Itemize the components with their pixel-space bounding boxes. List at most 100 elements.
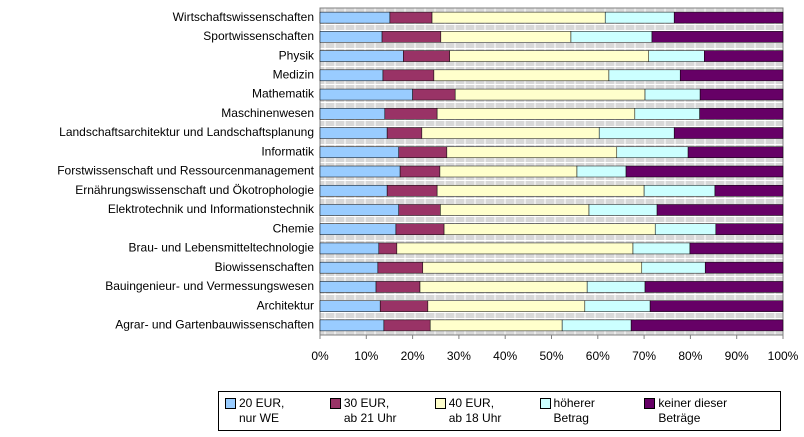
x-tick-label: 50% — [539, 349, 563, 363]
y-tick-label: Forstwissenschaft und Ressourcenmanageme… — [57, 164, 314, 178]
bar-segment — [399, 165, 441, 178]
bar-segment — [396, 242, 634, 255]
x-tick-label: 10% — [354, 349, 378, 363]
bar-segment — [422, 261, 643, 274]
bar-segment — [319, 242, 380, 255]
bar-segment — [715, 223, 784, 235]
bar-segment — [598, 127, 675, 139]
bar-segment — [319, 127, 388, 139]
bar-segment — [446, 146, 618, 159]
bar-segment — [412, 88, 456, 101]
legend-swatch — [329, 398, 341, 409]
y-tick-label: Informatik — [261, 144, 315, 158]
bar-segment — [440, 31, 572, 43]
bar-segment — [427, 300, 586, 312]
bar-segment — [699, 88, 784, 101]
bar-segment — [382, 69, 435, 82]
legend-label: 20 EUR, nur WE — [239, 396, 285, 425]
bar-segment — [319, 165, 401, 178]
bar-segment — [643, 184, 716, 197]
x-tick-label: 60% — [586, 349, 610, 363]
bar-segment — [319, 281, 377, 293]
y-tick-label: Ernährungswissenschaft und Ökotrophologi… — [75, 183, 314, 197]
bar-segment — [641, 261, 706, 274]
bar-segment — [673, 127, 784, 139]
bar-segment — [386, 127, 423, 139]
bar-segment — [398, 204, 441, 216]
bar-segment — [398, 146, 448, 159]
bar-segment — [319, 31, 383, 43]
x-tick-label: 90% — [725, 349, 749, 363]
bar-segment — [381, 31, 442, 43]
bar-segment — [454, 88, 646, 101]
bar-segment — [379, 300, 429, 312]
bar-segment — [648, 50, 705, 62]
x-tick-label: 0% — [311, 349, 329, 363]
bar-segment — [630, 319, 784, 332]
y-tick-label: Brau- und Lebensmitteltechnologie — [129, 241, 315, 255]
bar-segment — [588, 204, 658, 216]
bar-segment — [714, 184, 784, 197]
bar-segment — [704, 261, 784, 274]
y-tick-label: Wirtschaftswissenschaften — [173, 10, 314, 24]
bar-segment — [319, 184, 388, 197]
bar-segment — [319, 146, 399, 159]
legend-item: 40 EUR, ab 18 Uhr — [434, 396, 526, 426]
legend-swatch — [434, 398, 446, 409]
x-tick-label: 30% — [447, 349, 471, 363]
legend-label: höherer Betrag — [553, 396, 595, 425]
y-tick-label: Landschaftsarchitektur und Landschaftspl… — [59, 125, 314, 139]
bar-segment — [395, 223, 445, 235]
legend-label: 30 EUR, ab 21 Uhr — [343, 396, 397, 425]
bar-segment — [319, 261, 379, 274]
bar-segment — [436, 184, 645, 197]
legend-swatch — [225, 398, 236, 409]
bar-segment — [319, 50, 404, 62]
bar-segment — [679, 69, 784, 82]
bar-segment — [689, 242, 784, 255]
legend: 20 EUR, nur WE 30 EUR, ab 21 Uhr 40 EUR, a… — [218, 391, 781, 431]
bar-segment — [319, 223, 397, 235]
bar-segment — [654, 223, 717, 235]
bar-segment — [403, 50, 450, 62]
bar-segment — [586, 281, 646, 293]
legend-item: keiner dieser Beträge — [644, 396, 760, 426]
bar-segment — [319, 88, 413, 101]
bar-segment — [443, 223, 656, 235]
bar-segment — [634, 108, 700, 120]
bar-segment — [319, 108, 386, 120]
legend-label: 40 EUR, ab 18 Uhr — [448, 396, 502, 425]
bar-segment — [419, 281, 588, 293]
bar-segment — [421, 127, 600, 139]
legend-item: 20 EUR, nur WE — [225, 396, 316, 426]
bar-segment — [386, 184, 438, 197]
bar-segment — [436, 108, 636, 120]
x-tick-label: 20% — [401, 349, 425, 363]
bar-segment — [625, 165, 784, 178]
bar-segment — [651, 31, 784, 43]
bar-segment — [439, 165, 578, 178]
x-tick-label: 70% — [632, 349, 656, 363]
x-tick-label: 40% — [493, 349, 517, 363]
legend-swatch — [539, 398, 551, 409]
bar-segment — [319, 69, 384, 82]
bar-segment — [644, 88, 701, 101]
y-tick-label: Physik — [279, 48, 315, 62]
bar-segment — [616, 146, 689, 159]
x-tick-label: 100% — [768, 349, 799, 363]
bar-segment — [604, 11, 675, 24]
chart: 0% 10% 20% 30% 40% 50% 60% 70% 80% 90% 100% Wirtsch… — [57, 7, 799, 363]
legend-item: 30 EUR, ab 21 Uhr — [329, 396, 421, 426]
bar-segment — [656, 204, 784, 216]
bar-segment — [649, 300, 784, 312]
y-tick-label: Chemie — [273, 221, 315, 235]
bar-segment — [608, 69, 681, 82]
y-tick-label: Agrar- und Gartenbauwissenschaften — [115, 318, 314, 332]
bar-segment — [644, 281, 784, 293]
bar-segment — [561, 319, 632, 332]
bar-segment — [319, 204, 399, 216]
y-tick-label: Biowissenschaften — [215, 260, 314, 274]
bar-segment — [375, 281, 421, 293]
x-tick-label: 80% — [678, 349, 702, 363]
y-tick-label: Sportwissenschaften — [203, 29, 314, 43]
